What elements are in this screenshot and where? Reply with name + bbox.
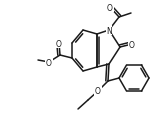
Text: O: O bbox=[129, 40, 135, 49]
Text: O: O bbox=[56, 39, 62, 48]
Text: N: N bbox=[106, 26, 112, 35]
Text: O: O bbox=[95, 87, 101, 96]
Text: O: O bbox=[107, 4, 113, 12]
Text: O: O bbox=[46, 58, 52, 67]
